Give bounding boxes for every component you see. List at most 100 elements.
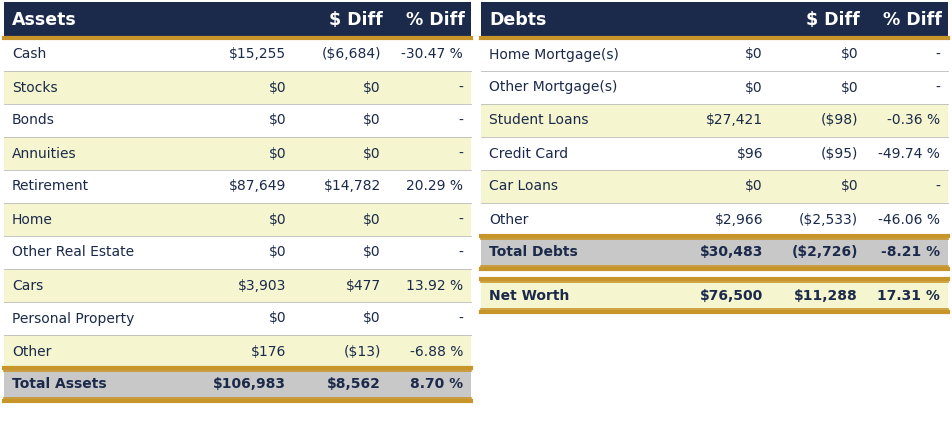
Text: Personal Property: Personal Property [12, 311, 134, 325]
Text: $176: $176 [250, 344, 286, 359]
Bar [481, 236, 948, 269]
Text: ($98): ($98) [821, 113, 858, 127]
Text: 20.29 %: 20.29 % [406, 179, 463, 194]
Bar [4, 335, 471, 368]
Text: -: - [935, 179, 940, 194]
Text: $76,500: $76,500 [700, 288, 763, 303]
Text: $ Diff: $ Diff [806, 11, 860, 29]
Text: $0: $0 [841, 48, 858, 61]
Text: -49.74 %: -49.74 % [878, 146, 940, 161]
Text: $106,983: $106,983 [213, 377, 286, 392]
Text: $0: $0 [268, 213, 286, 227]
Text: $8,562: $8,562 [327, 377, 381, 392]
Text: Cars: Cars [12, 279, 43, 292]
Text: Cash: Cash [12, 48, 47, 61]
Text: $27,421: $27,421 [705, 113, 763, 127]
Bar [481, 170, 948, 203]
Bar [4, 302, 471, 335]
Bar [481, 71, 948, 104]
Bar [4, 137, 471, 170]
Bar [481, 279, 948, 312]
Text: ($6,684): ($6,684) [322, 48, 381, 61]
Text: ($95): ($95) [821, 146, 858, 161]
Text: % Diff: % Diff [883, 11, 942, 29]
Text: $96: $96 [737, 146, 763, 161]
Text: Home Mortgage(s): Home Mortgage(s) [489, 48, 619, 61]
Text: Student Loans: Student Loans [489, 113, 588, 127]
Text: Total Debts: Total Debts [489, 246, 578, 259]
Text: -: - [458, 311, 463, 325]
Text: % Diff: % Diff [407, 11, 465, 29]
Text: $0: $0 [268, 113, 286, 127]
Bar [4, 368, 471, 401]
Text: -: - [458, 146, 463, 161]
Text: -: - [935, 48, 940, 61]
Text: -46.06 %: -46.06 % [878, 213, 940, 227]
Text: Annuities: Annuities [12, 146, 76, 161]
Text: Retirement: Retirement [12, 179, 89, 194]
Text: ($2,726): ($2,726) [791, 246, 858, 259]
Text: $14,782: $14,782 [324, 179, 381, 194]
Bar [4, 170, 471, 203]
Text: $0: $0 [364, 213, 381, 227]
Text: $0: $0 [364, 113, 381, 127]
Text: -: - [458, 213, 463, 227]
Text: $0: $0 [364, 311, 381, 325]
Text: Car Loans: Car Loans [489, 179, 558, 194]
Text: -30.47 %: -30.47 % [401, 48, 463, 61]
Text: $0: $0 [364, 146, 381, 161]
Text: Other: Other [12, 344, 51, 359]
Bar [481, 104, 948, 137]
Bar [4, 38, 471, 71]
Bar [481, 2, 948, 38]
Text: $0: $0 [364, 81, 381, 94]
Bar [4, 104, 471, 137]
Text: ($13): ($13) [344, 344, 381, 359]
Text: Net Worth: Net Worth [489, 288, 569, 303]
Bar [481, 38, 948, 71]
Text: $0: $0 [841, 81, 858, 94]
Bar [4, 236, 471, 269]
Bar [4, 269, 471, 302]
Text: ($2,533): ($2,533) [799, 213, 858, 227]
Text: Other Real Estate: Other Real Estate [12, 246, 134, 259]
Text: $87,649: $87,649 [228, 179, 286, 194]
Text: $0: $0 [268, 246, 286, 259]
Text: $30,483: $30,483 [700, 246, 763, 259]
Text: Total Assets: Total Assets [12, 377, 107, 392]
Text: $2,966: $2,966 [714, 213, 763, 227]
Bar [481, 203, 948, 236]
Text: 17.31 %: 17.31 % [877, 288, 940, 303]
Text: -: - [458, 113, 463, 127]
Text: Other: Other [489, 213, 528, 227]
Text: Other Mortgage(s): Other Mortgage(s) [489, 81, 618, 94]
Text: $0: $0 [364, 246, 381, 259]
Text: 13.92 %: 13.92 % [406, 279, 463, 292]
Bar [481, 137, 948, 170]
Text: -0.36 %: -0.36 % [887, 113, 940, 127]
Bar [4, 2, 471, 38]
Text: -: - [458, 246, 463, 259]
Text: $0: $0 [268, 311, 286, 325]
Text: $15,255: $15,255 [228, 48, 286, 61]
Text: $0: $0 [745, 81, 763, 94]
Text: Assets: Assets [12, 11, 77, 29]
Text: $0: $0 [745, 48, 763, 61]
Bar [4, 71, 471, 104]
Text: $0: $0 [268, 81, 286, 94]
Text: -6.88 %: -6.88 % [409, 344, 463, 359]
Text: $477: $477 [346, 279, 381, 292]
Text: Home: Home [12, 213, 53, 227]
Text: $3,903: $3,903 [238, 279, 286, 292]
Text: Stocks: Stocks [12, 81, 58, 94]
Text: 8.70 %: 8.70 % [410, 377, 463, 392]
Text: -: - [458, 81, 463, 94]
Text: $11,288: $11,288 [794, 288, 858, 303]
Bar [4, 203, 471, 236]
Text: $ Diff: $ Diff [329, 11, 383, 29]
Text: Debts: Debts [489, 11, 546, 29]
Text: -8.21 %: -8.21 % [881, 246, 940, 259]
Text: $0: $0 [268, 146, 286, 161]
Text: -: - [935, 81, 940, 94]
Text: $0: $0 [745, 179, 763, 194]
